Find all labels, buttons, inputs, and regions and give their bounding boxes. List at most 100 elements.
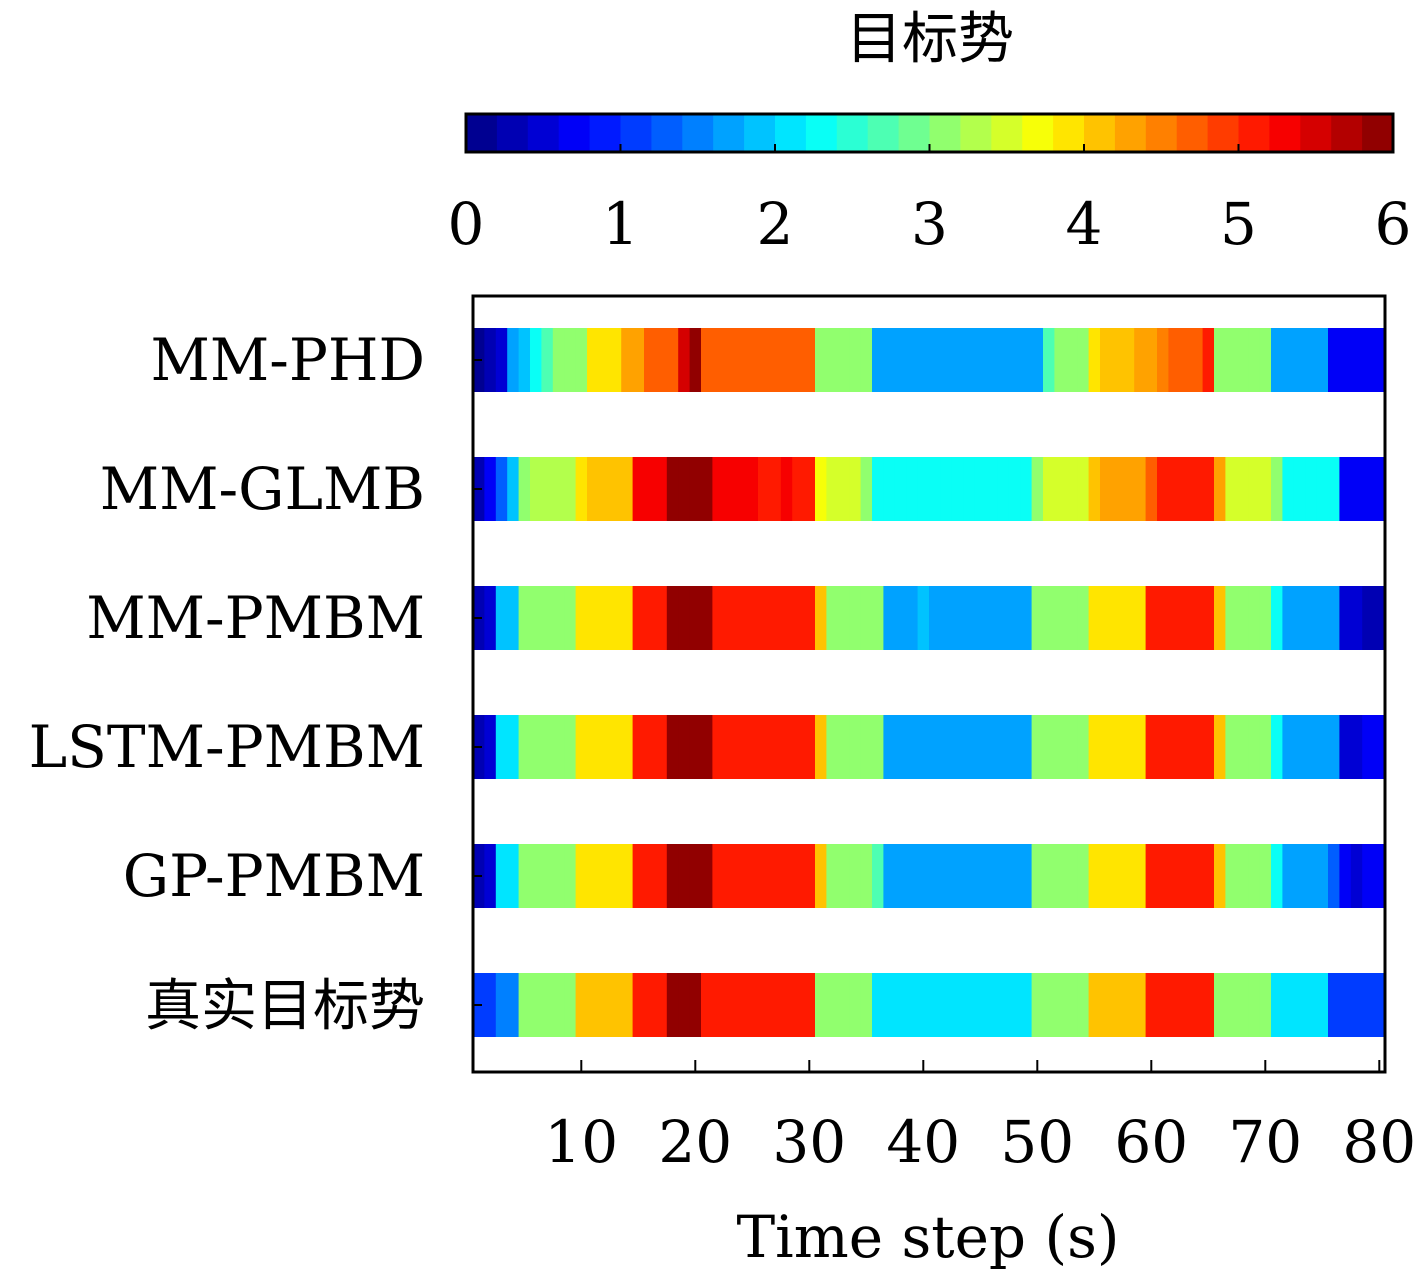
heatmap-cell (564, 844, 577, 908)
heatmap-cell (598, 844, 611, 908)
heatmap-cell (1293, 844, 1306, 908)
heatmap-cell (598, 457, 611, 521)
heatmap-cell (826, 457, 839, 521)
heatmap-cell (1362, 844, 1375, 908)
heatmap-cell (541, 586, 554, 650)
heatmap-cell (1339, 973, 1352, 1037)
heatmap-cell (666, 457, 679, 521)
heatmap-cell (484, 457, 497, 521)
heatmap-cell (621, 973, 634, 1037)
heatmap-cell (1054, 715, 1067, 779)
heatmap-cell (894, 328, 907, 392)
heatmap-cell (518, 844, 531, 908)
heatmap-cell (1157, 586, 1169, 650)
heatmap-cell (1305, 328, 1318, 392)
colorbar-level-16 (960, 114, 992, 152)
heatmap-cell (666, 844, 679, 908)
heatmap-cell (666, 973, 679, 1037)
x-axis-tick-label: 50 (1000, 1108, 1074, 1176)
heatmap-cell (1145, 973, 1158, 1037)
heatmap-cell (541, 973, 554, 1037)
colorbar-level-27 (1300, 114, 1332, 152)
heatmap-cell (644, 457, 656, 521)
colorbar-level-10 (775, 114, 807, 152)
heatmap-cell (621, 457, 634, 521)
heatmap-cell (837, 457, 850, 521)
heatmap-cell (1168, 973, 1181, 1037)
heatmap-cell (758, 328, 770, 392)
heatmap-cell (1065, 586, 1078, 650)
row-label: 真实目标势 (145, 974, 425, 1039)
heatmap-cell (735, 457, 748, 521)
heatmap-cell (940, 328, 953, 392)
heatmap-cell (735, 328, 748, 392)
heatmap-cell (495, 973, 508, 1037)
heatmap-cell (1202, 844, 1215, 908)
heatmap-cell (894, 973, 907, 1037)
heatmap-cell (951, 973, 964, 1037)
heatmap-cell (746, 973, 759, 1037)
heatmap-cell (712, 586, 725, 650)
heatmap-cell (1282, 586, 1295, 650)
heatmap-cell (1077, 586, 1090, 650)
heatmap-cell (678, 973, 691, 1037)
heatmap-cell (1282, 844, 1295, 908)
heatmap-cell (484, 715, 497, 779)
heatmap-cell (1316, 973, 1329, 1037)
heatmap-cell (883, 973, 896, 1037)
colorbar-title: 目标势 (846, 7, 1014, 72)
heatmap-cell (1259, 973, 1272, 1037)
heatmap-cell (712, 715, 725, 779)
heatmap-cell (1373, 973, 1386, 1037)
heatmap-cell (1179, 586, 1192, 650)
heatmap-cell (1191, 457, 1204, 521)
heatmap-cell (963, 715, 976, 779)
heatmap-cell (1054, 844, 1067, 908)
heatmap-cell (575, 457, 588, 521)
heatmap-cell (1134, 328, 1147, 392)
heatmap-cell (849, 457, 862, 521)
heatmap-cell (1157, 715, 1169, 779)
heatmap-cell (1362, 715, 1375, 779)
heatmap-cell (1282, 328, 1295, 392)
heatmap-cell (894, 715, 907, 779)
heatmap-cell (1100, 457, 1112, 521)
heatmap-cell (837, 973, 850, 1037)
heatmap-cell (632, 457, 645, 521)
heatmap-cell (1134, 586, 1147, 650)
heatmap-cell (587, 328, 599, 392)
heatmap-cell (792, 844, 805, 908)
heatmap-cell (746, 715, 759, 779)
heatmap-cell (1145, 457, 1158, 521)
heatmap-cell (632, 973, 645, 1037)
heatmap-cell (769, 715, 782, 779)
heatmap-cell (701, 973, 713, 1037)
heatmap-cell (974, 586, 987, 650)
heatmap-cell (1111, 457, 1124, 521)
heatmap-cell (655, 844, 668, 908)
heatmap-cell (860, 715, 873, 779)
heatmap-cell (507, 586, 520, 650)
heatmap-cell (1373, 586, 1386, 650)
heatmap-cell (575, 715, 588, 779)
heatmap-cell (792, 457, 805, 521)
heatmap-cell (530, 844, 542, 908)
heatmap-cell (1271, 973, 1283, 1037)
heatmap-cell (507, 715, 520, 779)
heatmap-cell (1328, 715, 1340, 779)
row-label: MM-PMBM (86, 584, 425, 652)
heatmap-cell (906, 586, 919, 650)
heatmap-cell (1259, 715, 1272, 779)
colorbar-level-1 (496, 114, 529, 152)
heatmap-cell (849, 844, 862, 908)
heatmap-cell (1054, 457, 1067, 521)
row-labels: MM-PHD MM-GLMB MM-PMBM LSTM-PMBM GP-PMBM 真实目标… (29, 326, 425, 1039)
heatmap-cell (860, 973, 873, 1037)
heatmap-cell (1282, 715, 1295, 779)
heatmap-cell (1305, 586, 1318, 650)
heatmap-cell (1271, 457, 1283, 521)
heatmap-cell (769, 457, 782, 521)
heatmap-cell (1350, 715, 1363, 779)
heatmap-cell (644, 328, 656, 392)
heatmap-cell (655, 328, 668, 392)
